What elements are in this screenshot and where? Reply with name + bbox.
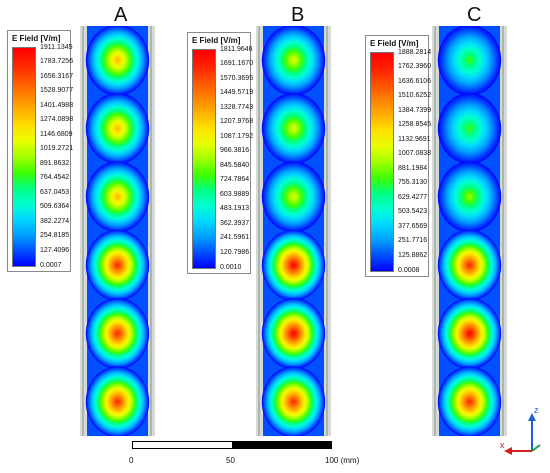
- legend-value: 1258.8545: [398, 121, 432, 129]
- legend-value: 251.7716: [398, 237, 428, 245]
- legend-value: 0.0008: [398, 266, 420, 274]
- z-axis-label: z: [534, 405, 539, 415]
- scale-tick-0: 0: [129, 456, 134, 465]
- legend-value: 637.0453: [40, 188, 70, 196]
- field-strip-c: [432, 26, 507, 436]
- axis-triad-icon: [504, 413, 541, 455]
- legend-value: 509.6364: [40, 203, 70, 211]
- legend-value: 1007.0838: [398, 150, 432, 158]
- legend-value: 1401.4988: [40, 101, 74, 109]
- legend-value: 764.4542: [40, 174, 70, 182]
- scale-tick-50: 50: [226, 456, 235, 465]
- field-hotspot: [261, 92, 326, 165]
- legend-value: 1207.9768: [220, 118, 254, 126]
- legend-value: 503.5423: [398, 208, 428, 216]
- legend-value: 1328.7743: [220, 103, 254, 111]
- legend-value: 629.4277: [398, 193, 428, 201]
- legend-value: 724.7864: [220, 176, 250, 184]
- legend-value: 1087.1792: [220, 132, 254, 140]
- legend-value: 755.3130: [398, 179, 428, 187]
- field-plot: [432, 26, 507, 436]
- panel-label-a: A: [114, 4, 128, 26]
- legend-value: 966.3816: [220, 147, 250, 155]
- legend-value: 1811.9646: [220, 45, 253, 53]
- legend-value: 0.0010: [220, 263, 242, 271]
- legend-colorbar: [12, 47, 36, 267]
- field-strip-a: [80, 26, 155, 436]
- field-hotspot: [437, 366, 502, 436]
- legend-value: 241.5961: [220, 234, 250, 242]
- legend-title: E Field [V/m]: [12, 34, 61, 43]
- legend-value: 0.0007: [40, 261, 62, 269]
- legend-value: 1911.1345: [40, 43, 73, 51]
- scale-tick-100: 100 (mm): [325, 456, 360, 465]
- field-hotspot: [437, 297, 502, 370]
- field-plot: [80, 26, 155, 436]
- legend-value: 127.4096: [40, 246, 70, 254]
- field-hotspot: [261, 366, 326, 436]
- field-hotspot: [85, 366, 150, 436]
- scale-bar: [132, 441, 332, 449]
- legend-value: 891.8632: [40, 159, 70, 167]
- legend-value: 1656.3167: [40, 72, 74, 80]
- legend-value: 254.8185: [40, 232, 70, 240]
- field-hotspot: [85, 297, 150, 370]
- field-hotspot: [437, 26, 502, 96]
- legend-value: 125.8862: [398, 251, 428, 259]
- legend-value: 1528.9077: [40, 87, 74, 95]
- legend-b: E Field [V/m] 1811.9646 1691.1670 1570.369…: [187, 32, 254, 274]
- legend-value: 362.3937: [220, 219, 250, 227]
- field-hotspot: [437, 161, 502, 233]
- legend-value: 603.9889: [220, 190, 250, 198]
- legend-c: E Field [V/m] 1888.2814 1762.3960 1636.610…: [365, 35, 432, 277]
- legend-value: 1783.7256: [40, 58, 74, 66]
- field-hotspot: [437, 229, 502, 301]
- legend-colorbar: [192, 49, 216, 269]
- legend-value: 1019.2721: [40, 145, 74, 153]
- legend-value: 1132.9691: [398, 135, 431, 143]
- field-hotspot: [261, 297, 326, 370]
- legend-value: 1691.1670: [220, 60, 254, 68]
- legend-value: 1449.5719: [220, 89, 254, 97]
- field-strip-b: [256, 26, 331, 436]
- x-axis-label: x: [500, 440, 505, 450]
- legend-value: 1636.6106: [398, 77, 432, 85]
- legend-value: 845.5840: [220, 161, 250, 169]
- panel-label-b: B: [291, 4, 305, 26]
- field-hotspot: [85, 92, 150, 165]
- legend-value: 483.1913: [220, 205, 250, 213]
- field-hotspot: [85, 229, 150, 301]
- field-hotspot: [261, 161, 326, 233]
- legend-value: 1384.7399: [398, 106, 432, 114]
- legend-value: 382.2274: [40, 217, 70, 225]
- field-hotspot: [85, 161, 150, 233]
- legend-title: E Field [V/m]: [192, 36, 241, 45]
- legend-a: E Field [V/m] 1911.1345 1783.7256 1656.316…: [7, 30, 74, 272]
- legend-value: 377.6569: [398, 222, 428, 230]
- legend-value: 1146.6809: [40, 130, 73, 138]
- legend-title: E Field [V/m]: [370, 39, 419, 48]
- field-hotspot: [261, 229, 326, 301]
- legend-value: 1274.0898: [40, 116, 74, 124]
- legend-colorbar: [370, 52, 394, 272]
- field-hotspot: [261, 26, 326, 96]
- legend-value: 1888.2814: [398, 48, 432, 56]
- legend-value: 1762.3960: [398, 63, 432, 71]
- field-plot: [256, 26, 331, 436]
- field-hotspot: [85, 26, 150, 96]
- legend-value: 1570.3695: [220, 74, 254, 82]
- legend-value: 1510.6252: [398, 92, 432, 100]
- legend-value: 120.7986: [220, 248, 250, 256]
- legend-value: 881.1984: [398, 164, 428, 172]
- field-hotspot: [437, 92, 502, 165]
- panel-label-c: C: [467, 4, 482, 26]
